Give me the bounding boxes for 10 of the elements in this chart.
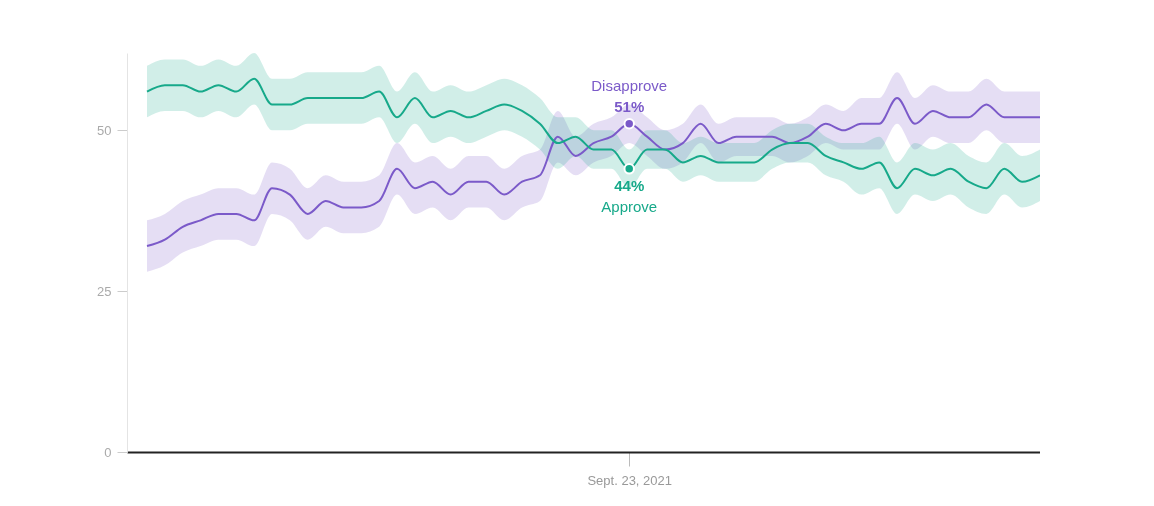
data-label: 51% <box>614 97 645 115</box>
data-label: 44% <box>614 176 645 194</box>
text: Approve <box>601 197 658 215</box>
y-tick-label: 0 <box>104 444 112 460</box>
line-series <box>146 97 1040 248</box>
y-tick-label: 25 <box>97 283 112 299</box>
line-series <box>146 77 1040 190</box>
text: Disapprove <box>591 76 668 94</box>
x-tick-label: Sept. 23, 2021 <box>587 472 673 488</box>
y-tick-label: 50 <box>97 122 112 138</box>
